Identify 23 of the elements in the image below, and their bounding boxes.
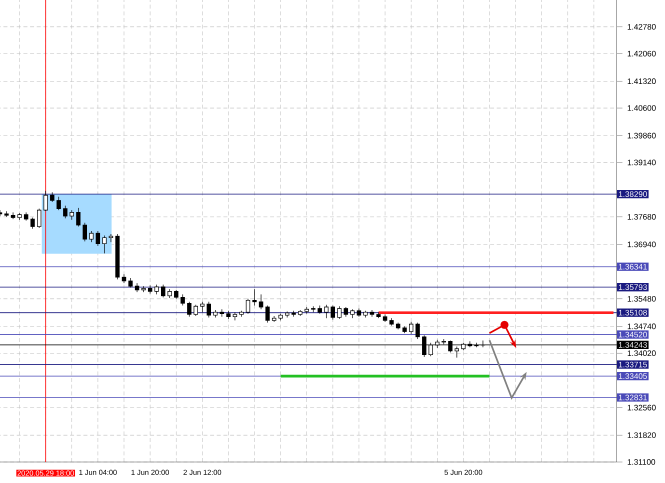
y-tick-label: 1.35480	[628, 296, 656, 302]
y-tick-label: 1.36940	[628, 242, 656, 248]
y-tick-label: 1.34740	[628, 324, 656, 330]
ref-line-label: 1.32831	[618, 394, 647, 400]
y-tick-label: 1.42060	[628, 50, 656, 56]
y-tick-label: 1.31820	[628, 432, 656, 438]
y-tick-label: 1.32560	[628, 404, 656, 410]
y-tick-label: 1.39140	[628, 160, 656, 166]
y-tick-label: 1.37680	[628, 214, 656, 220]
y-tick-label: 1.39860	[628, 132, 656, 138]
ref-line-label: 1.34243	[618, 342, 647, 348]
ref-line-label: 1.35108	[618, 310, 647, 316]
y-tick-label: 1.41320	[628, 78, 656, 84]
ref-line-label: 1.33715	[618, 362, 647, 368]
ref-line-label: 1.36341	[618, 264, 647, 270]
ref-line-label: 1.34520	[618, 332, 647, 338]
y-tick-label: 1.40600	[628, 105, 656, 111]
y-tick-label: 1.42780	[628, 24, 656, 30]
ref-line-label: 1.33405	[618, 373, 647, 379]
ref-line-label: 1.38290	[618, 191, 647, 197]
y-tick-label: 1.31100	[628, 459, 656, 465]
y-tick-label: 1.34020	[628, 350, 656, 356]
ref-line-label: 1.35793	[618, 284, 647, 290]
